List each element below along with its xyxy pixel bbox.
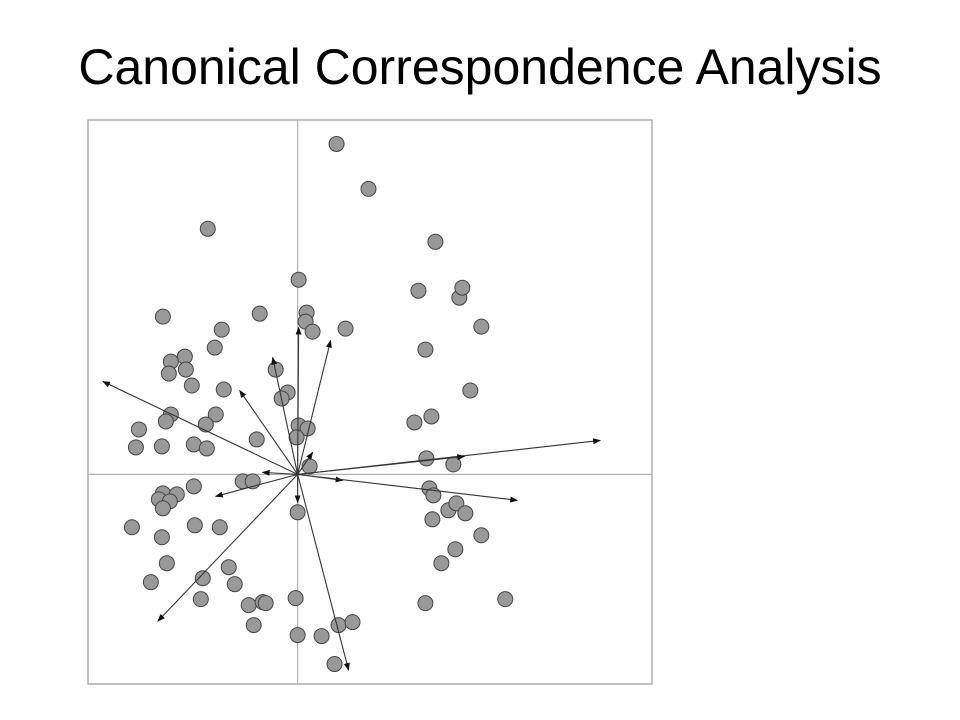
site-point-58 (448, 495, 465, 512)
vector-arrow-12 (297, 473, 519, 503)
site-point-72 (142, 574, 159, 591)
site-point-8 (454, 279, 471, 296)
site-point-75 (240, 597, 257, 614)
site-points (123, 135, 514, 673)
site-point-13 (304, 323, 321, 340)
site-point-59 (457, 505, 474, 522)
site-point-65 (153, 529, 170, 546)
site-point-46 (301, 458, 318, 475)
site-point-17 (206, 339, 223, 356)
site-point-30 (207, 406, 224, 423)
site-point-20 (177, 361, 194, 378)
vector-arrow-3 (271, 356, 299, 475)
site-point-85 (313, 628, 330, 645)
vector-arrow-8 (261, 469, 298, 476)
site-point-10 (251, 305, 268, 322)
site-point-62 (123, 519, 140, 536)
vector-arrow-15 (297, 474, 350, 671)
site-point-66 (473, 527, 490, 544)
site-point-78 (287, 590, 304, 607)
site-point-3 (199, 220, 216, 237)
environmental-vectors (102, 326, 602, 671)
slide-title: Canonical Correspondence Analysis (78, 39, 882, 95)
site-point-54 (154, 500, 171, 517)
site-point-81 (245, 617, 262, 634)
site-point-41 (153, 438, 170, 455)
site-point-32 (197, 416, 214, 433)
site-point-39 (288, 429, 305, 446)
site-point-69 (433, 555, 450, 572)
site-point-38 (248, 431, 265, 448)
site-point-68 (158, 555, 175, 572)
site-point-5 (290, 271, 307, 288)
site-point-21 (160, 365, 177, 382)
site-point-40 (127, 439, 144, 456)
site-point-25 (215, 381, 232, 398)
site-point-60 (424, 511, 441, 528)
site-point-63 (186, 517, 203, 534)
site-point-31 (157, 413, 174, 430)
vector-arrow-2 (239, 389, 299, 475)
site-point-24 (183, 377, 200, 394)
site-point-67 (447, 541, 464, 558)
vector-arrow-1 (102, 381, 298, 475)
site-point-56 (425, 487, 442, 504)
site-point-2 (360, 180, 377, 197)
site-point-6 (410, 282, 427, 299)
site-point-1 (328, 135, 345, 152)
site-point-33 (423, 408, 440, 425)
site-point-37 (130, 421, 147, 438)
site-point-84 (289, 627, 306, 644)
site-point-4 (427, 233, 444, 250)
site-point-34 (406, 414, 423, 431)
vector-arrow-14 (157, 473, 299, 622)
site-point-70 (220, 559, 237, 576)
vector-arrow-9 (214, 473, 298, 498)
site-point-83 (344, 614, 361, 631)
site-point-64 (211, 519, 228, 536)
site-point-16 (213, 321, 230, 338)
site-point-22 (417, 341, 434, 358)
site-point-77 (257, 595, 274, 612)
vector-arrow-5 (297, 339, 332, 475)
site-point-73 (226, 576, 243, 593)
site-point-80 (497, 591, 514, 608)
site-point-61 (289, 504, 306, 521)
site-point-14 (337, 320, 354, 337)
plot-frame (87, 119, 653, 685)
site-point-86 (326, 656, 343, 673)
site-point-43 (198, 440, 215, 457)
site-point-44 (418, 450, 435, 467)
vector-arrow-11 (297, 454, 466, 475)
site-point-74 (192, 591, 209, 608)
site-point-28 (462, 382, 479, 399)
site-point-49 (185, 478, 202, 495)
vector-arrow-4 (295, 326, 302, 475)
site-point-9 (154, 308, 171, 325)
vector-arrow-6 (297, 451, 314, 475)
site-point-79 (417, 595, 434, 612)
site-point-45 (445, 456, 462, 473)
site-point-15 (473, 318, 490, 335)
site-point-71 (194, 570, 211, 587)
